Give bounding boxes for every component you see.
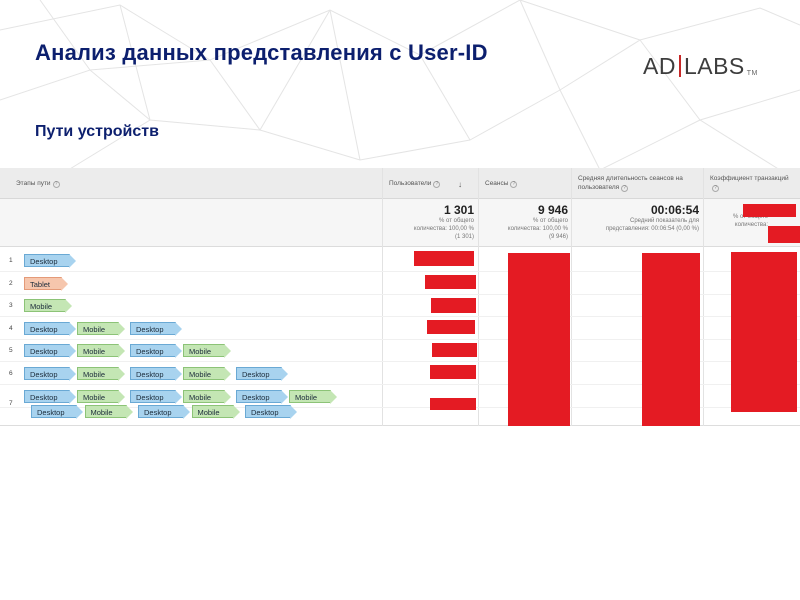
path-chip-mobile[interactable]: Mobile	[183, 367, 231, 381]
row-number: 1	[9, 257, 13, 264]
help-icon[interactable]: ?	[52, 181, 60, 188]
header-conversion[interactable]: Коэффициент транзакций?	[703, 168, 800, 199]
path-chip-mobile[interactable]: Mobile	[183, 390, 231, 404]
path-chip-desktop[interactable]: Desktop	[130, 322, 182, 336]
row-number: 6	[9, 370, 13, 377]
row-divider	[0, 339, 800, 340]
row-divider	[0, 407, 800, 408]
path-chip-desktop[interactable]: Desktop	[236, 367, 288, 381]
path-chip-desktop[interactable]: Desktop	[24, 254, 76, 268]
redaction-block	[743, 204, 796, 217]
row-number: 3	[9, 302, 13, 309]
header-path-stages[interactable]: Этапы пути?	[10, 168, 380, 199]
slide-subtitle: Пути устройств	[35, 123, 159, 140]
path-chip-desktop[interactable]: Desktop	[130, 344, 182, 358]
logo-trademark: TM	[746, 70, 758, 77]
logo-text-labs: LABS	[683, 53, 745, 79]
path-chip-tablet[interactable]: Tablet	[24, 277, 68, 291]
path-chip-mobile[interactable]: Mobile	[24, 299, 72, 313]
path-chip-desktop[interactable]: Desktop	[236, 390, 288, 404]
row-number: 4	[9, 325, 13, 332]
path-chip-desktop[interactable]: Desktop	[245, 405, 297, 419]
row-number: 2	[9, 280, 13, 287]
redaction-block	[425, 275, 476, 289]
row-divider	[0, 384, 800, 385]
redaction-block	[508, 253, 570, 426]
device-paths-table: Этапы пути? Пользователи? ↓ Сеансы? Сред…	[0, 168, 800, 426]
help-icon[interactable]: ?	[433, 181, 441, 188]
path-chip-mobile[interactable]: Mobile	[183, 344, 231, 358]
header-users[interactable]: Пользователи?	[382, 168, 478, 199]
totals-sessions: 9 946 % от общего количества: 100,00 % (…	[480, 203, 568, 241]
totals-row: 1 301 % от общего количества: 100,00 % (…	[0, 199, 800, 247]
path-chip-desktop[interactable]: Desktop	[24, 322, 76, 336]
row-divider	[0, 361, 800, 362]
duration-total-value: 00:06:54	[650, 203, 699, 217]
path-chip-mobile[interactable]: Mobile	[84, 405, 133, 419]
table-header: Этапы пути? Пользователи? ↓ Сеансы? Сред…	[0, 168, 800, 199]
path-chip-mobile[interactable]: Mobile	[77, 344, 125, 358]
slide-title: Анализ данных представления с User-ID	[35, 40, 488, 65]
totals-users: 1 301 % от общего количества: 100,00 % (…	[384, 203, 474, 241]
row-divider	[0, 316, 800, 317]
row-number: 5	[9, 347, 13, 354]
redaction-block	[427, 320, 475, 334]
sessions-total-value: 9 946	[537, 203, 568, 217]
redaction-block	[430, 398, 476, 410]
logo-separator	[678, 55, 681, 77]
path-chip-desktop[interactable]: Desktop	[24, 344, 76, 358]
row-number: 7	[9, 400, 13, 407]
path-chip-desktop[interactable]: Desktop	[24, 390, 76, 404]
column-divider	[703, 168, 704, 426]
column-divider	[478, 168, 479, 426]
path-chip-mobile[interactable]: Mobile	[77, 390, 125, 404]
totals-avg-duration: 00:06:54 Средний показатель для представ…	[575, 203, 699, 233]
help-icon[interactable]: ?	[712, 185, 719, 192]
path-chip-mobile[interactable]: Mobile	[77, 367, 125, 381]
redaction-block	[432, 343, 477, 357]
path-chip-desktop[interactable]: Desktop	[24, 367, 76, 381]
row-divider	[0, 271, 800, 272]
redaction-block	[430, 365, 476, 379]
redaction-block	[642, 253, 700, 426]
redaction-block	[731, 252, 797, 412]
path-chip-mobile[interactable]: Mobile	[191, 405, 240, 419]
redaction-block	[431, 298, 476, 313]
header-avg-duration[interactable]: Средняя длительность сеансов на пользова…	[571, 168, 703, 199]
column-divider	[382, 168, 383, 426]
sort-desc-icon[interactable]: ↓	[458, 180, 462, 189]
redaction-block	[414, 251, 474, 266]
path-chip-desktop[interactable]: Desktop	[130, 367, 182, 381]
path-chip-desktop[interactable]: Desktop	[138, 405, 190, 419]
header-sessions[interactable]: Сеансы?	[478, 168, 571, 199]
adlabs-logo: AD LABS TM	[643, 53, 758, 80]
help-icon[interactable]: ?	[621, 185, 629, 192]
background-network-decoration	[0, 0, 800, 176]
redaction-block	[768, 226, 800, 243]
logo-text-ad: AD	[643, 53, 676, 79]
help-icon[interactable]: ?	[510, 181, 518, 188]
path-chip-mobile[interactable]: Mobile	[77, 322, 125, 336]
path-chip-desktop[interactable]: Desktop	[31, 405, 83, 419]
column-divider	[571, 168, 572, 426]
users-total-value: 1 301	[443, 203, 474, 217]
totals-conversion: % от общего количества:	[733, 214, 768, 228]
row-divider	[0, 294, 800, 295]
path-chip-desktop[interactable]: Desktop	[130, 390, 182, 404]
path-chip-mobile[interactable]: Mobile	[289, 390, 337, 404]
